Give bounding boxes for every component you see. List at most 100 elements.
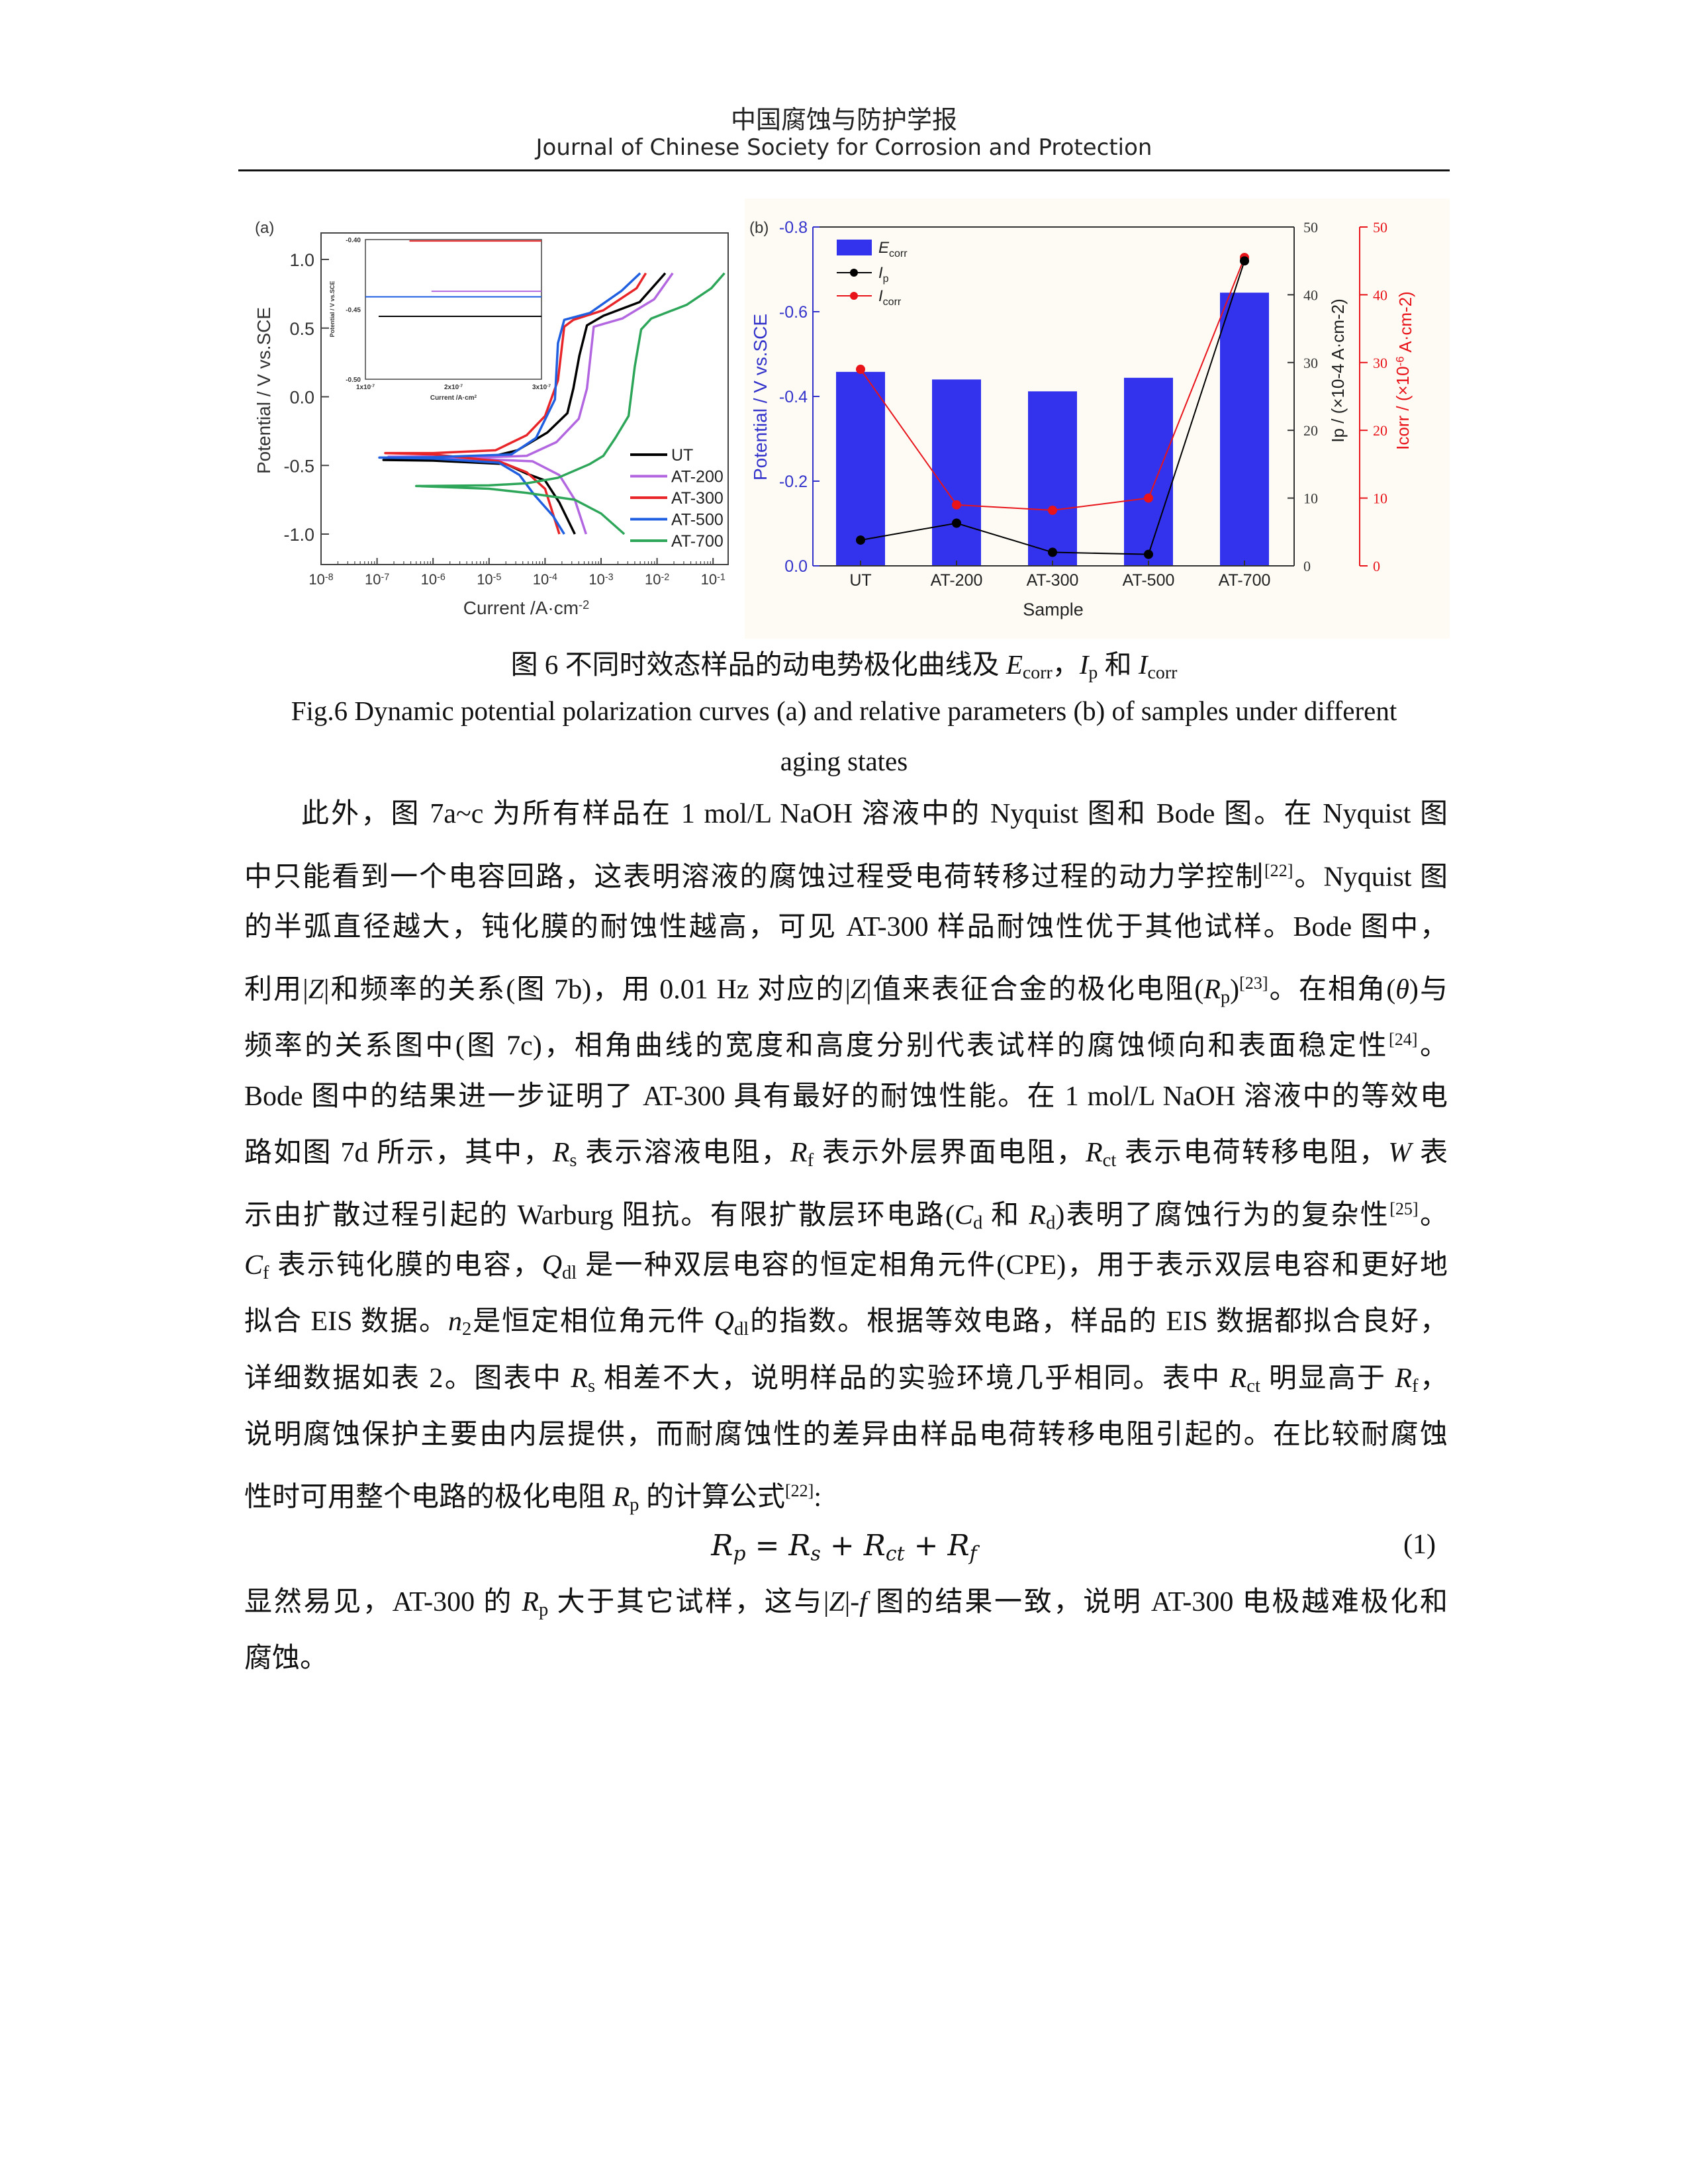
- paragraph-line: 详细数据如表 2。图表中 Rs 相差不大，说明样品的实验环境几乎相同。表中 Rc…: [244, 1359, 1448, 1406]
- text-run: 是一种双层电容的恒定相角元件(CPE)，用于表示双层电容和更好地: [577, 1250, 1448, 1281]
- text-run: 示由扩散过程引起的 Warburg 阻抗。有限扩散层环电路(: [244, 1200, 955, 1231]
- text-run: 是恒定相位角元件: [471, 1306, 714, 1337]
- panel-label-b: (b): [749, 219, 769, 237]
- right-tick-label-ip: 50: [1303, 219, 1318, 236]
- legend-label-at-200: AT-200: [671, 468, 724, 486]
- bar-at-200: [932, 379, 981, 566]
- right-tick-label-ip: 10: [1303, 490, 1318, 507]
- x-tick-label-b: AT-700: [1219, 571, 1271, 590]
- text-run: 图的结果一致，说明 AT-300 电极越难极化和: [867, 1587, 1448, 1617]
- plot-frame-a: [320, 232, 729, 565]
- math-symbol: f: [859, 1587, 867, 1617]
- left-tick-label-b: 0.0: [784, 557, 808, 576]
- text-run: 表示电荷转移电阻，: [1116, 1138, 1389, 1168]
- subscript: s: [810, 1542, 821, 1566]
- math-symbol: Z: [829, 1587, 845, 1617]
- math-symbol: C: [954, 1200, 973, 1231]
- text-run: 。Nyquist 图: [1293, 862, 1448, 893]
- text-run: + R: [904, 1529, 970, 1563]
- text-run: 。: [1418, 1200, 1448, 1231]
- text-run: 大于其它试样，这与|: [548, 1587, 829, 1617]
- y-tick-label-a: 1.0: [289, 250, 314, 270]
- x-tick-label-a: 10-8: [308, 571, 333, 588]
- inset-x-tick-label: 1x10-7: [356, 384, 375, 391]
- subscript: p: [733, 1542, 746, 1566]
- math-symbol: E: [1006, 649, 1023, 680]
- point-icorr-ut: [856, 365, 865, 375]
- right-tick-label-ip: 40: [1303, 287, 1318, 303]
- inset-y-tick-label: -0.40: [346, 237, 361, 244]
- subscript: s: [588, 1376, 596, 1397]
- point-ip-at-500: [1144, 549, 1153, 559]
- x-axis-title-a: Current /A·cm-2: [463, 598, 589, 618]
- y-tick-label-a: 0.0: [289, 388, 314, 408]
- text-run: |和频率的关系(图 7b)，用 0.01 Hz 对应的|: [324, 974, 851, 1005]
- text-run: 和: [1098, 649, 1139, 680]
- paragraph-line: 利用|Z|和频率的关系(图 7b)，用 0.01 Hz 对应的|Z|值来表征合金…: [244, 964, 1448, 1017]
- subscript: s: [569, 1150, 577, 1171]
- subscript: d: [972, 1212, 983, 1234]
- text-run: 拟合 EIS 数据。: [244, 1306, 448, 1337]
- text-run: ，: [1052, 649, 1080, 680]
- paragraph-line: 的半弧直径越大，钝化膜的耐蚀性越高，可见 AT-300 样品耐蚀性优于其他试样。…: [244, 907, 1448, 947]
- math-symbol: Q: [714, 1306, 734, 1337]
- x-tick-label-a: 10-5: [477, 571, 501, 588]
- point-ip-at-200: [952, 518, 961, 528]
- left-tick-label-b: -0.2: [779, 473, 808, 491]
- y-axis-title-a: Potential / V vs.SCE: [254, 307, 274, 474]
- text-run: :: [814, 1482, 822, 1513]
- math-symbol: R: [552, 1138, 570, 1168]
- series-line-at-700: [414, 272, 726, 535]
- subscript: ct: [1102, 1150, 1117, 1171]
- x-axis-title-b: Sample: [1023, 600, 1084, 619]
- point-ip-at-700: [1240, 256, 1249, 266]
- legend-label-ip: Ip: [878, 264, 889, 285]
- figure-6: (a) 1.0 0.5 0.0 -0.5 -1.0 10-8 10-7 10-6 10-5 10-4…: [254, 199, 1450, 639]
- bar-at-500: [1124, 377, 1173, 566]
- point-ip-at-300: [1048, 547, 1057, 557]
- text-run: 说明腐蚀保护主要由内层提供，而耐腐蚀性的差异由样品电荷转移电阻引起的。在比较耐腐…: [244, 1420, 1448, 1450]
- inset-x-tick-label: 2x10-7: [444, 384, 463, 391]
- text-run: ，: [1418, 1363, 1448, 1394]
- text-run: 明显高于: [1260, 1363, 1395, 1394]
- point-icorr-at-200: [952, 500, 961, 510]
- paragraph-line: 拟合 EIS 数据。n2是恒定相位角元件 Qdl的指数。根据等效电路，样品的 E…: [244, 1302, 1448, 1349]
- math-symbol: W: [1388, 1138, 1412, 1168]
- citation: [22]: [784, 1481, 814, 1500]
- subscript: corr: [1022, 662, 1053, 683]
- paragraph-line: 频率的关系图中(图 7c)，相角曲线的宽度和高度分别代表试样的腐蚀倾向和表面稳定…: [244, 1020, 1448, 1066]
- panel-label-a: (a): [255, 219, 274, 237]
- text-run: 和: [982, 1200, 1029, 1231]
- text-run: 表示外层界面电阻，: [814, 1138, 1086, 1168]
- inset-frame: [365, 239, 542, 380]
- text-run: 此外，图 7a~c 为所有样品在 1 mol/L NaOH 溶液中的 Nyqui…: [301, 799, 1448, 829]
- text-run: 图 6 不同时效态样品的动电势极化曲线及: [510, 649, 1006, 680]
- math-symbol: R: [1029, 1200, 1047, 1231]
- math-symbol: R: [1229, 1363, 1247, 1394]
- figure-caption-cn: 图 6 不同时效态样品的动电势极化曲线及 Ecorr，Ip 和 Icorr: [0, 642, 1688, 684]
- inset-y-tick-label: -0.50: [346, 377, 361, 384]
- subscript: corr: [1147, 662, 1178, 683]
- paragraph-line: Cf 表示钝化膜的电容，Qdl 是一种双层电容的恒定相角元件(CPE)，用于表示…: [244, 1246, 1448, 1293]
- legend-marker-ip: [850, 269, 858, 277]
- math-symbol: Z: [850, 974, 867, 1005]
- right-tick-label-icorr: 0: [1373, 558, 1380, 574]
- right-tick-label-ip: 20: [1303, 422, 1318, 439]
- x-tick-label-b: AT-300: [1027, 571, 1079, 590]
- text-run: + R: [820, 1529, 886, 1563]
- y-axis-title-icorr: Icorr / (×10-6 A·cm-2): [1393, 291, 1415, 450]
- subscript: p: [630, 1494, 639, 1516]
- bar-ut: [836, 371, 885, 566]
- text-run: 性时可用整个电路的极化电阻: [244, 1482, 613, 1513]
- text-run: )与: [1409, 974, 1448, 1005]
- x-tick-label-a: 10-2: [645, 571, 669, 588]
- math-symbol: R: [1203, 974, 1221, 1005]
- citation: [22]: [1264, 861, 1293, 880]
- text-run: |-: [844, 1587, 860, 1617]
- y-axis-title-left-b: Potential / V vs.SCE: [750, 314, 771, 480]
- right-tick-label-ip: 30: [1303, 355, 1318, 371]
- math-symbol: R: [1086, 1138, 1103, 1168]
- left-tick-label-b: -0.4: [779, 388, 808, 406]
- text-run: 的计算公式: [639, 1482, 785, 1513]
- subscript: p: [1088, 662, 1098, 683]
